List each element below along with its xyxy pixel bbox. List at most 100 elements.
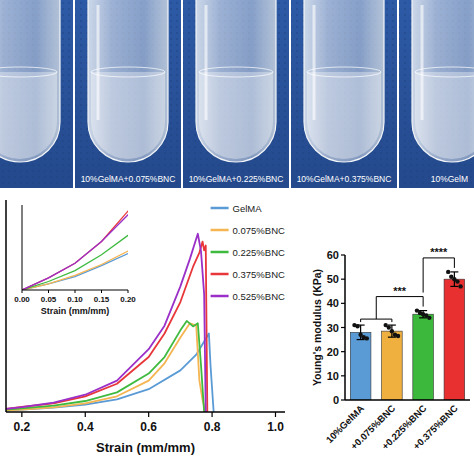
tube [196, 0, 276, 162]
x-tick-label: 1.0 [267, 420, 284, 434]
data-point [455, 279, 459, 283]
gel [91, 72, 165, 159]
y-tick-label: 10 [327, 370, 339, 382]
legend-label: GelMA [233, 203, 263, 214]
x-tick [21, 412, 22, 417]
bracket [423, 297, 424, 307]
photo-label: 10%GelM [431, 174, 468, 184]
y-axis-title: Young's modulus (KPa) [311, 269, 323, 386]
category-label: +0.375%BNC [411, 403, 460, 452]
bar [382, 331, 403, 400]
significance-label: *** [393, 285, 407, 297]
inset-x-tick [128, 290, 129, 293]
x-tick-label: 0.2 [14, 420, 31, 434]
bracket [376, 297, 377, 320]
data-point [396, 334, 400, 338]
x-axis [6, 411, 285, 413]
data-point [387, 325, 391, 329]
x-tick-label: 0.6 [140, 420, 157, 434]
x-axis-title: Strain (mm/mm) [96, 440, 195, 455]
y-tick [341, 327, 345, 328]
photo-label: 10%GelMA+0.225%BNC [189, 174, 284, 184]
significance: *** [361, 285, 424, 323]
y-tick-label: 60 [327, 249, 339, 261]
data-point [365, 336, 369, 340]
y-tick-label: 20 [327, 346, 339, 358]
meniscus [199, 67, 273, 77]
photo-panel [0, 0, 474, 188]
y-tick-label: 30 [327, 322, 339, 334]
tube [412, 0, 474, 162]
highlight [97, 5, 100, 120]
legend-swatch [211, 229, 229, 232]
photo-label: 10%GelMA+0.075%BNC [81, 174, 176, 184]
legend: GelMA0.075%BNC0.225%BNC0.375%BNC0.525%BN… [211, 203, 285, 302]
tube [304, 0, 384, 162]
bracket [423, 258, 424, 293]
y-tick [341, 279, 345, 280]
photo-divider [73, 0, 75, 188]
data-point [446, 270, 450, 274]
bar [350, 332, 371, 400]
bracket [360, 319, 361, 322]
y-axis [5, 200, 7, 412]
x-tick [211, 412, 212, 417]
photo-label: 10%GelMA+0.375%BNC [297, 174, 392, 184]
inset-line [22, 205, 128, 290]
legend-label: 0.525%BNC [233, 291, 285, 302]
y-tick [341, 351, 345, 352]
significance-label: **** [430, 246, 448, 258]
legend-swatch [211, 207, 229, 210]
bracket [454, 258, 455, 268]
y-tick-label: 50 [327, 273, 339, 285]
legend-swatch [211, 251, 229, 254]
inset-lines [22, 205, 128, 290]
photo-divider [181, 0, 183, 188]
y-tick-label: 0 [333, 394, 339, 406]
tube [88, 0, 168, 162]
gel [199, 72, 273, 159]
meniscus [91, 67, 165, 77]
stress-strain-line [6, 234, 206, 412]
stress-strain-line [6, 333, 214, 412]
inset-x-tick [22, 290, 23, 293]
y-tick [341, 303, 345, 304]
x-tick-label: 0.8 [204, 420, 221, 434]
y-tick [341, 254, 345, 255]
data-point [355, 324, 359, 328]
gel [307, 72, 381, 159]
inset-x-tick-label: 0.10 [67, 295, 83, 304]
x-axis [345, 399, 470, 401]
bar [444, 279, 465, 400]
data-point [390, 329, 394, 333]
legend-swatch [211, 295, 229, 298]
error-stem [360, 325, 361, 340]
y-tick [341, 399, 345, 400]
inset-y-axis [22, 205, 23, 290]
legend-label: 0.225%BNC [233, 247, 285, 258]
gel [415, 72, 474, 159]
photo-divider [397, 0, 399, 188]
stress-strain-line [6, 242, 207, 412]
inset-x-tick [48, 290, 49, 293]
meniscus [307, 67, 381, 77]
y-tick [341, 375, 345, 376]
legend-swatch [211, 273, 229, 276]
data-point [427, 316, 431, 320]
x-tick [85, 412, 86, 417]
inset-line [22, 205, 128, 290]
inset-x-tick-label: 0.00 [14, 295, 30, 304]
error-cap [450, 271, 458, 272]
inset-x-tick [75, 290, 76, 293]
figure: 10%GelMA+0.075%BNC 10%GelMA+0.225%BNC 10%G… [0, 0, 474, 474]
y-tick-label: 40 [327, 297, 339, 309]
bars [350, 270, 464, 400]
inset-line [22, 205, 128, 290]
inset-x-tick [101, 290, 102, 293]
highlight [205, 5, 208, 120]
meniscus [0, 67, 57, 77]
gel [0, 72, 57, 159]
bracket [391, 319, 392, 322]
stress-strain-line [6, 321, 204, 412]
inset-x-title: Strain (mm/mm) [41, 306, 110, 316]
